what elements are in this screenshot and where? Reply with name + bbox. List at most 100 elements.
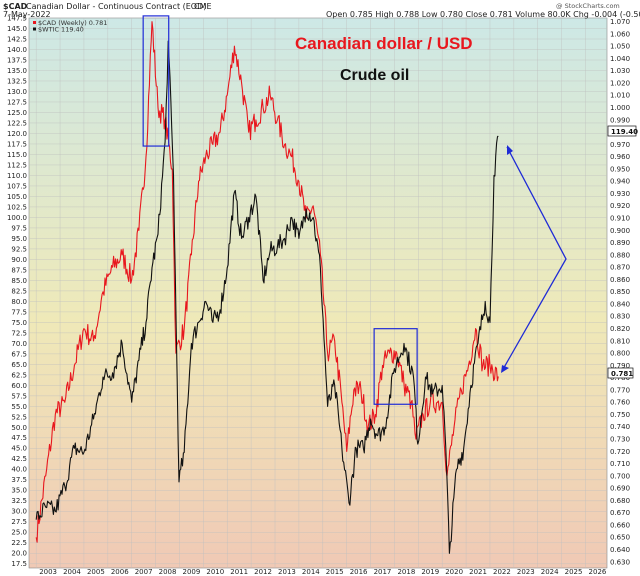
grid-lines — [29, 17, 607, 568]
header-date: 7-May-2022 — [3, 10, 51, 19]
left-tick-label: 67.5 — [11, 350, 27, 358]
left-tick-label: 97.5 — [11, 224, 27, 232]
left-tick-label: 22.5 — [11, 539, 27, 547]
right-tick-label: 0.900 — [610, 227, 630, 235]
annotation-boxes — [142, 15, 418, 405]
right-tick-label: 1.040 — [610, 55, 630, 63]
left-tick-label: 35.0 — [11, 487, 27, 495]
right-tick-label: 0.850 — [610, 288, 630, 296]
right-tick-label: 0.700 — [610, 472, 630, 480]
x-tick-label: 2007 — [135, 568, 153, 576]
left-tick-label: 60.0 — [11, 382, 27, 390]
right-tick-label: 0.890 — [610, 239, 630, 247]
right-tick-label: 0.820 — [610, 325, 630, 333]
left-tick-label: 132.5 — [7, 77, 27, 85]
x-tick-label: 2021 — [469, 568, 487, 576]
left-tick-label: 47.5 — [11, 434, 27, 442]
legend-swatch-cad — [33, 21, 36, 24]
header-symbol: $CAD — [3, 2, 28, 11]
x-tick-label: 2023 — [517, 568, 535, 576]
right-tick-label: 0.710 — [610, 460, 630, 468]
left-tick-label: 40.0 — [11, 466, 27, 474]
right-tick-label: 0.840 — [610, 300, 630, 308]
left-tick-label: 100.0 — [7, 214, 27, 222]
left-tick-label: 77.5 — [11, 308, 27, 316]
right-tick-label: 0.950 — [610, 165, 630, 173]
right-tick-label: 0.690 — [610, 485, 630, 493]
x-tick-label: 2016 — [350, 568, 368, 576]
left-tick-label: 110.0 — [7, 172, 27, 180]
x-tick-label: 2008 — [159, 568, 177, 576]
right-tick-label: 1.050 — [610, 43, 630, 51]
right-tick-label: 0.910 — [610, 215, 630, 223]
left-tick-label: 42.5 — [11, 455, 27, 463]
right-tick-label: 0.670 — [610, 509, 630, 517]
right-tick-label: 1.000 — [610, 104, 630, 112]
legend-cad: $CAD (Weekly) 0.781 — [38, 19, 107, 27]
left-tick-label: 32.5 — [11, 497, 27, 505]
left-tick-label: 107.5 — [7, 182, 27, 190]
left-tick-label: 70.0 — [11, 340, 27, 348]
arrow-path — [501, 146, 567, 372]
left-tick-label: 17.5 — [11, 560, 27, 568]
left-tick-label: 120.0 — [7, 130, 27, 138]
right-tick-label: 1.020 — [610, 79, 630, 87]
right-tick-label: 0.720 — [610, 448, 630, 456]
left-tick-label: 90.0 — [11, 256, 27, 264]
left-tick-label: 85.0 — [11, 277, 27, 285]
series-line-cad — [35, 21, 499, 543]
x-tick-label: 2009 — [182, 568, 200, 576]
right-tick-label: 0.940 — [610, 178, 630, 186]
right-tick-label: 0.760 — [610, 399, 630, 407]
right-tick-label: 0.960 — [610, 153, 630, 161]
right-tick-label: 0.650 — [610, 534, 630, 542]
left-tick-label: 87.5 — [11, 266, 27, 274]
left-tick-label: 102.5 — [7, 203, 27, 211]
x-tick-label: 2014 — [302, 568, 320, 576]
right-tick-label: 0.660 — [610, 521, 630, 529]
x-tick-label: 2013 — [278, 568, 296, 576]
annotation-arrows — [501, 145, 567, 373]
right-tick-label: 1.030 — [610, 67, 630, 75]
badge-cad: 0.781 — [607, 367, 634, 379]
right-tick-label: 0.970 — [610, 141, 630, 149]
right-tick-label: 0.790 — [610, 362, 630, 370]
header-exchange: CME — [194, 2, 212, 11]
left-tick-label: 142.5 — [7, 35, 27, 43]
left-tick-label: 125.0 — [7, 109, 27, 117]
right-tick-label: 0.680 — [610, 497, 630, 505]
x-tick-label: 2015 — [326, 568, 344, 576]
right-tick-label: 0.830 — [610, 313, 630, 321]
x-tick-label: 2012 — [254, 568, 272, 576]
right-tick-label: 0.860 — [610, 276, 630, 284]
left-tick-label: 117.5 — [7, 140, 27, 148]
right-tick-label: 0.930 — [610, 190, 630, 198]
left-tick-label: 52.5 — [11, 413, 27, 421]
left-tick-label: 137.5 — [7, 56, 27, 64]
x-tick-label: 2022 — [493, 568, 511, 576]
x-tick-label: 2010 — [206, 568, 224, 576]
right-tick-label: 0.870 — [610, 264, 630, 272]
left-tick-label: 140.0 — [7, 46, 27, 54]
right-tick-label: 0.810 — [610, 337, 630, 345]
right-tick-label: 0.730 — [610, 435, 630, 443]
left-tick-label: 135.0 — [7, 67, 27, 75]
series-group — [35, 21, 499, 554]
badge-wtic: 119.40 — [607, 125, 638, 137]
left-tick-label: 57.5 — [11, 392, 27, 400]
left-tick-label: 72.5 — [11, 329, 27, 337]
left-tick-label: 45.0 — [11, 445, 27, 453]
x-tick-label: 2004 — [63, 568, 81, 576]
watermark: @ StockCharts.com — [556, 2, 620, 10]
legend: $CAD (Weekly) 0.781 $WTIC 119.40 — [33, 19, 107, 34]
arrow-head-down — [501, 365, 509, 373]
left-tick-label: 147.5 — [7, 14, 27, 22]
legend-wtic: $WTIC 119.40 — [38, 26, 84, 34]
left-axis: 17.5 20.0 22.5 25.0 27.5 30.0 32.5 35.0 37.5 40.0… — [7, 14, 27, 568]
right-tick-label: 1.010 — [610, 92, 630, 100]
x-tick-label: 2006 — [111, 568, 129, 576]
legend-swatch-wtic — [33, 27, 36, 31]
right-tick-label: 0.800 — [610, 350, 630, 358]
left-tick-label: 80.0 — [11, 298, 27, 306]
